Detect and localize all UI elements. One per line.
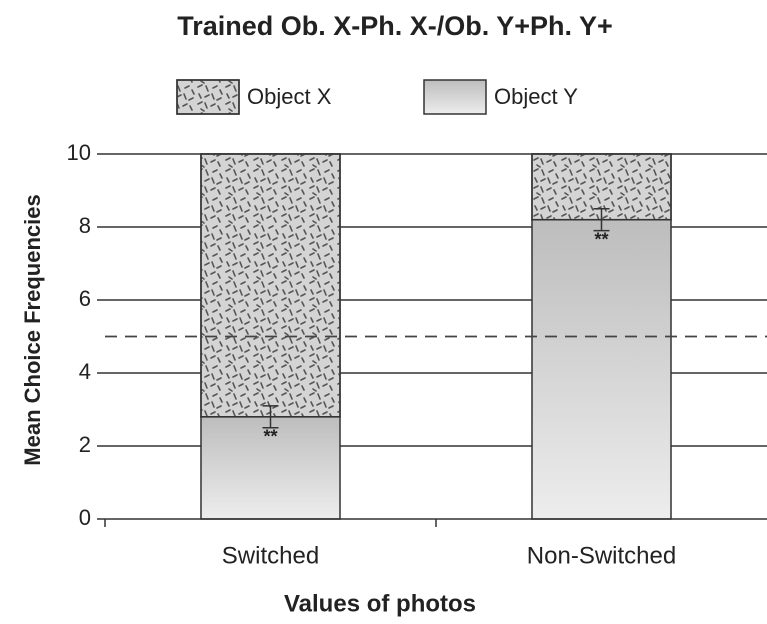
legend-label: Object Y	[494, 84, 578, 109]
bar-pattern	[200, 153, 341, 418]
y-tick-label: 8	[79, 213, 91, 238]
y-axis-label: Mean Choice Frequencies	[20, 194, 45, 465]
y-tick-label: 10	[67, 140, 91, 165]
x-tick-label: Switched	[222, 542, 319, 569]
significance-label: **	[594, 229, 608, 249]
legend-pattern	[176, 79, 240, 115]
chart-title: Trained Ob. X-Ph. X-/Ob. Y+Ph. Y+	[177, 11, 613, 41]
significance-label: **	[263, 427, 277, 447]
legend-swatch	[423, 79, 487, 115]
x-axis-label: Values of photos	[284, 590, 476, 617]
x-tick-label: Non-Switched	[527, 542, 676, 569]
y-tick-label: 6	[79, 286, 91, 311]
y-tick-label: 4	[79, 359, 91, 384]
legend-label: Object X	[247, 84, 332, 109]
bar-segment	[200, 416, 341, 520]
y-tick-label: 2	[79, 432, 91, 457]
bar-segment	[531, 218, 672, 520]
y-tick-label: 0	[79, 505, 91, 530]
